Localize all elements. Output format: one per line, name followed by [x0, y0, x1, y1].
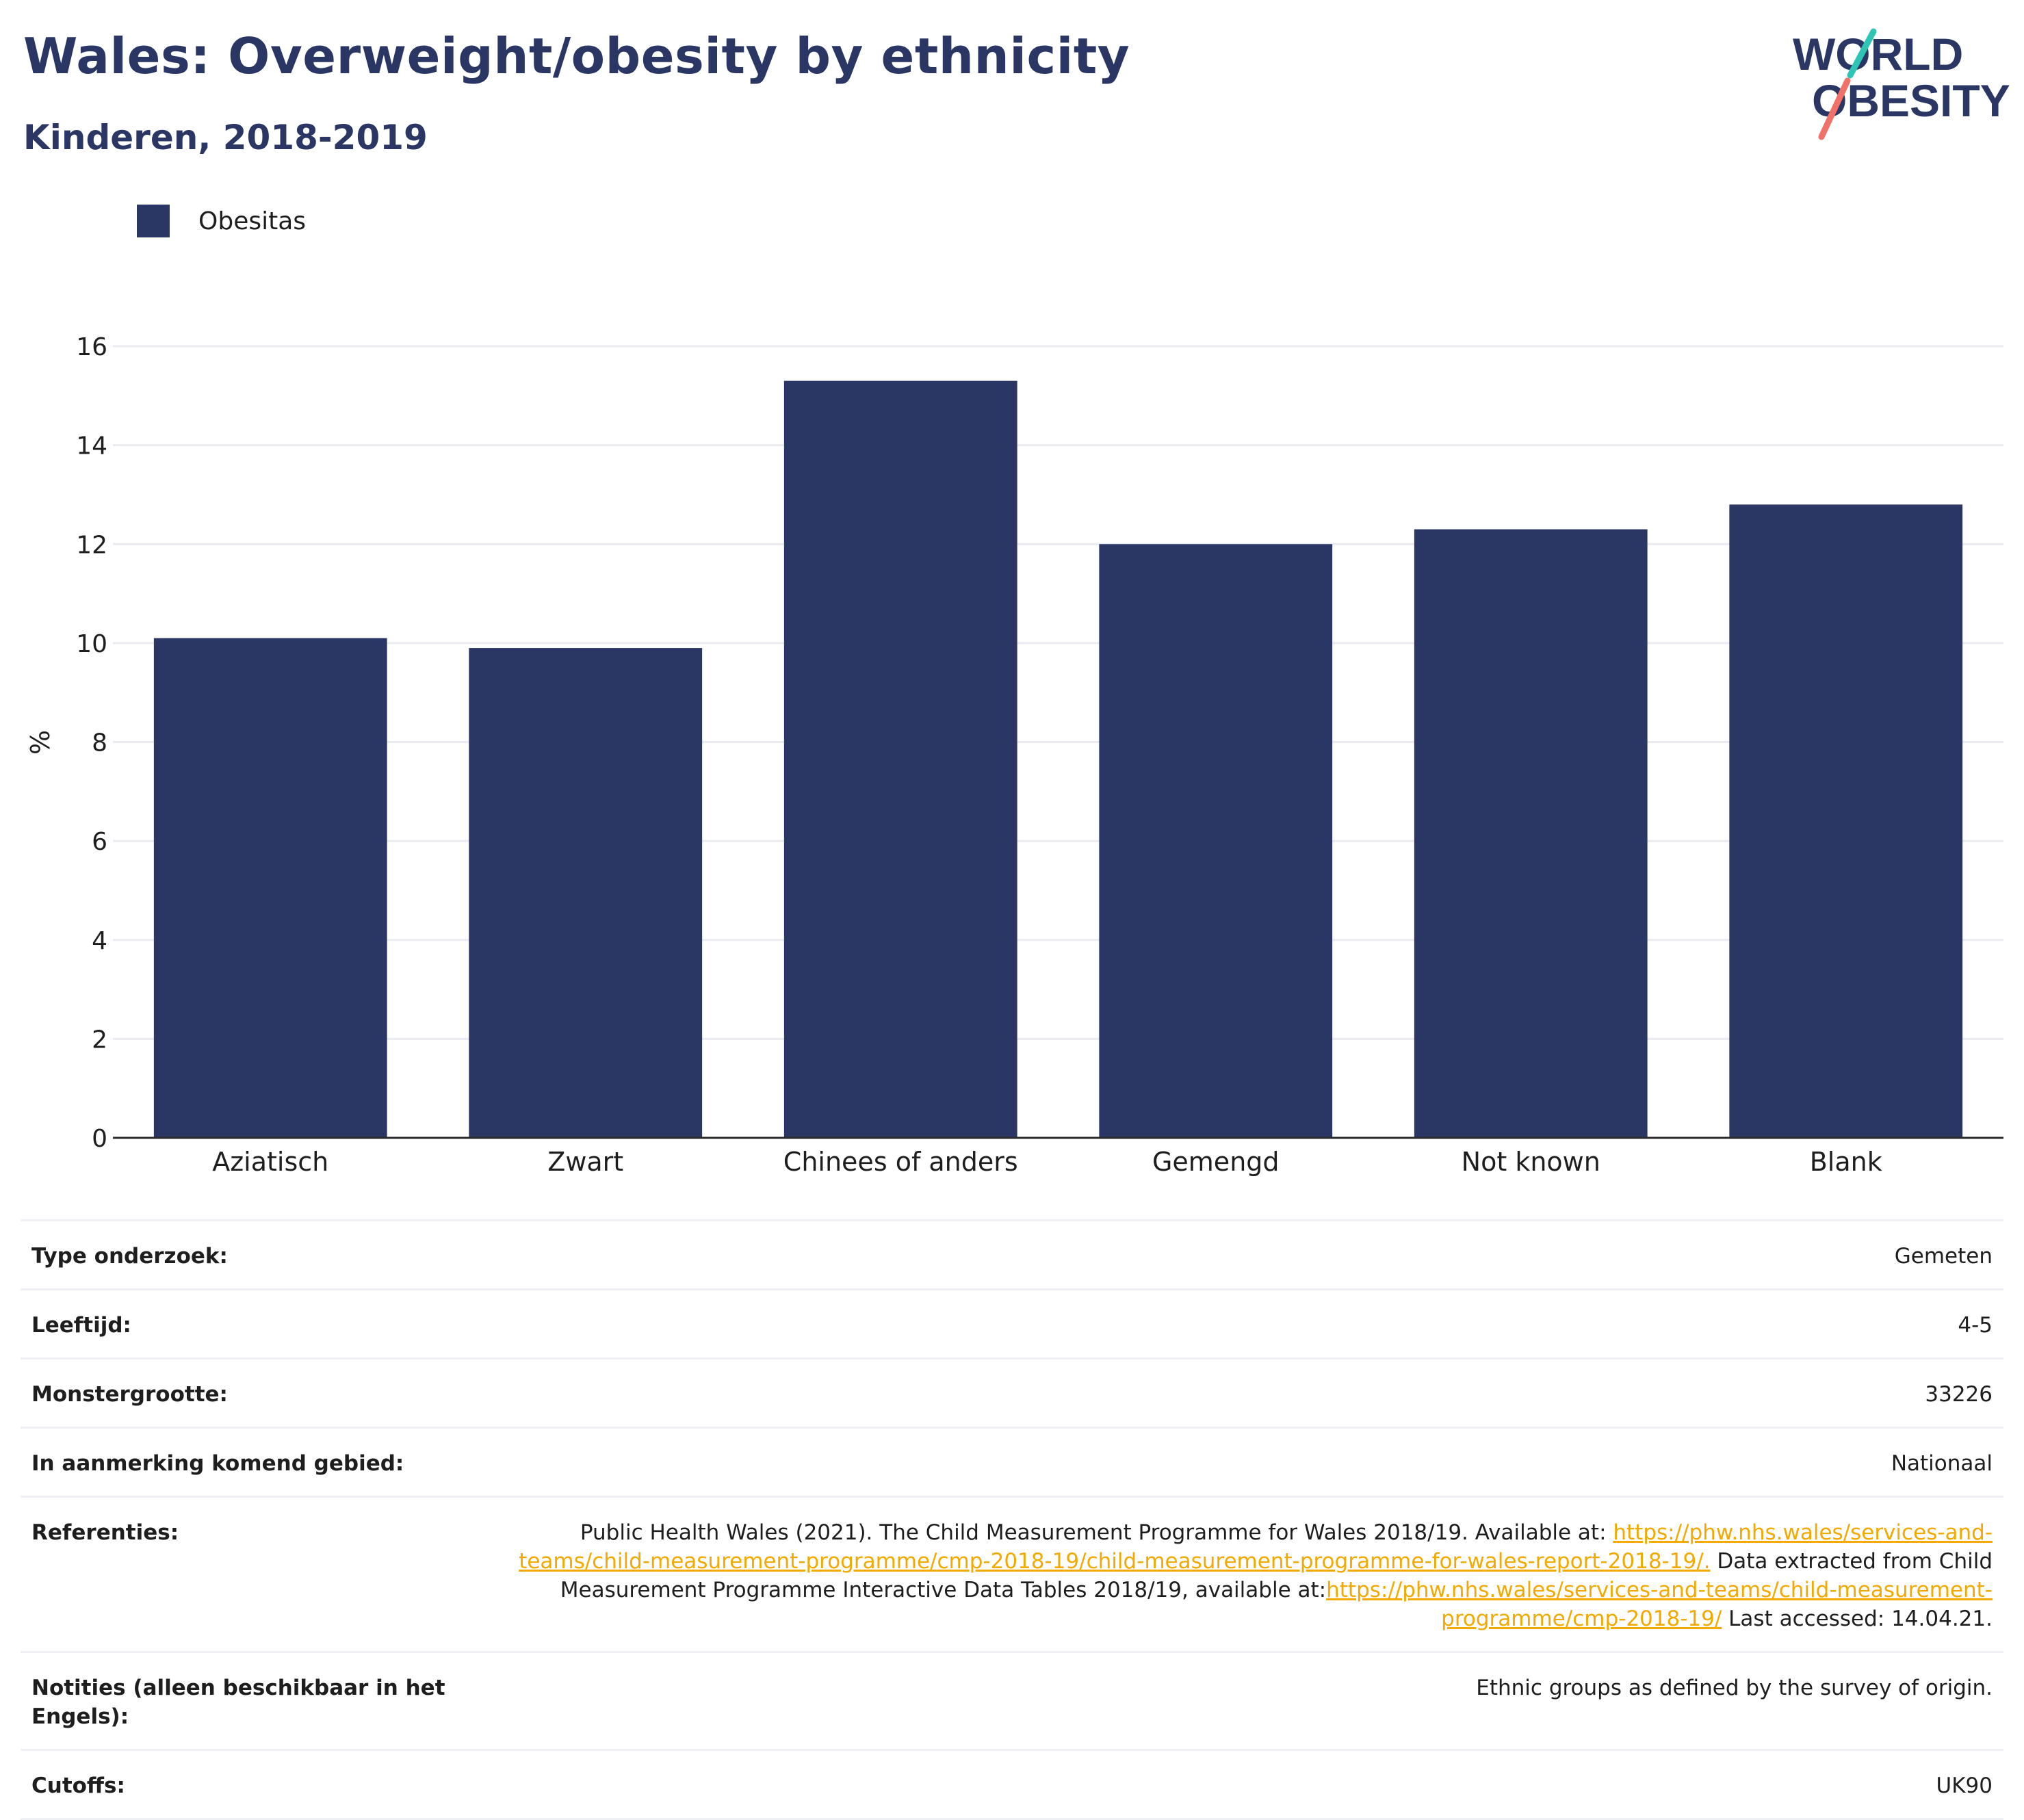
info-row-references: Referenties: Public Health Wales (2021).…: [21, 1498, 2003, 1653]
info-key: Monstergrootte:: [31, 1382, 228, 1407]
info-row-cutoffs: Cutoffs: UK90: [21, 1751, 2003, 1820]
y-tick-label: 8: [92, 729, 107, 757]
references-link-data-tables[interactable]: https://phw.nhs.wales/services-and-teams…: [1326, 1578, 1993, 1631]
x-tick-label: Not known: [1462, 1147, 1600, 1177]
info-row-sample-size: Monstergrootte: 33226: [21, 1360, 2003, 1429]
y-tick-label: 4: [92, 927, 107, 955]
grid-layer: [113, 345, 2003, 1040]
bar[interactable]: [1099, 544, 1333, 1138]
chart-legend: Obesitas: [137, 204, 306, 238]
info-row-age: Leeftijd: 4-5: [21, 1290, 2003, 1360]
references-link-report[interactable]: https://phw.nhs.wales/services-and-teams…: [519, 1520, 1993, 1574]
info-value: Ethnic groups as defined by the survey o…: [1476, 1676, 1993, 1700]
references-value: Public Health Wales (2021). The Child Me…: [469, 1518, 1993, 1633]
bar[interactable]: [783, 380, 1017, 1138]
x-tick-label: Chinees of anders: [783, 1147, 1018, 1177]
info-value: 33226: [1925, 1382, 1993, 1407]
bar[interactable]: [1729, 504, 1963, 1138]
info-table: Type onderzoek: Gemeten Leeftijd: 4-5 Mo…: [21, 1219, 2003, 1820]
bar[interactable]: [153, 638, 387, 1138]
page-subtitle: Kinderen, 2018-2019: [23, 118, 428, 157]
y-tick-label: 6: [92, 828, 107, 856]
info-row-notes: Notities (alleen beschikbaar in het Enge…: [21, 1653, 2003, 1751]
info-key: Referenties:: [31, 1520, 179, 1545]
bars-layer: [153, 380, 1963, 1138]
y-tick-label: 12: [76, 531, 107, 559]
info-key: Type onderzoek:: [31, 1244, 228, 1269]
info-value: Gemeten: [1894, 1244, 1993, 1269]
logo-line-world: WORLD: [1793, 29, 1963, 79]
x-tick-label: Blank: [1810, 1147, 1882, 1177]
info-key: Notities (alleen beschikbaar in het Enge…: [31, 1676, 445, 1729]
world-obesity-logo[interactable]: WORLD OBESITY: [1779, 21, 2012, 144]
legend-swatch: [137, 205, 170, 237]
legend-label: Obesitas: [198, 207, 307, 235]
x-tick-label: Gemengd: [1152, 1147, 1280, 1177]
logo-slash-teal: [1847, 28, 1877, 79]
y-tick-label: 14: [76, 432, 107, 460]
y-tick-label: 10: [76, 630, 107, 658]
info-key: Leeftijd:: [31, 1313, 131, 1338]
info-value: UK90: [1936, 1773, 1993, 1798]
y-tick-label: 2: [92, 1026, 107, 1054]
x-tick-label: Aziatisch: [212, 1147, 328, 1177]
info-key: In aanmerking komend gebied:: [31, 1451, 404, 1476]
info-key: Cutoffs:: [31, 1773, 125, 1798]
info-value: Nationaal: [1891, 1451, 1993, 1476]
y-tick-label: 16: [76, 333, 107, 361]
logo-slash-coral: [1818, 77, 1851, 140]
references-text: Last accessed: 14.04.21.: [1722, 1607, 1993, 1631]
y-axis-label: %: [25, 730, 55, 755]
bar-chart: 0 2 4 6 8 10 12 14 16 Aziatisch Zwart Chinees of an…: [25, 333, 2003, 1177]
references-text: Data extracted from Child Measurement Pr…: [560, 1549, 1993, 1602]
bar[interactable]: [469, 648, 703, 1138]
axis-layer: 0 2 4 6 8 10 12 14 16 Aziatisch Zwart Chinees of an…: [76, 333, 2003, 1177]
page-title: Wales: Overweight/obesity by ethnicity: [23, 27, 1130, 85]
info-row-area: In aanmerking komend gebied: Nationaal: [21, 1429, 2003, 1498]
references-text: Public Health Wales (2021). The Child Me…: [580, 1520, 1613, 1545]
info-row-survey-type: Type onderzoek: Gemeten: [21, 1221, 2003, 1290]
y-tick-label: 0: [92, 1125, 107, 1153]
x-tick-label: Zwart: [547, 1147, 623, 1177]
bar[interactable]: [1414, 529, 1648, 1138]
info-value: 4-5: [1958, 1313, 1993, 1338]
